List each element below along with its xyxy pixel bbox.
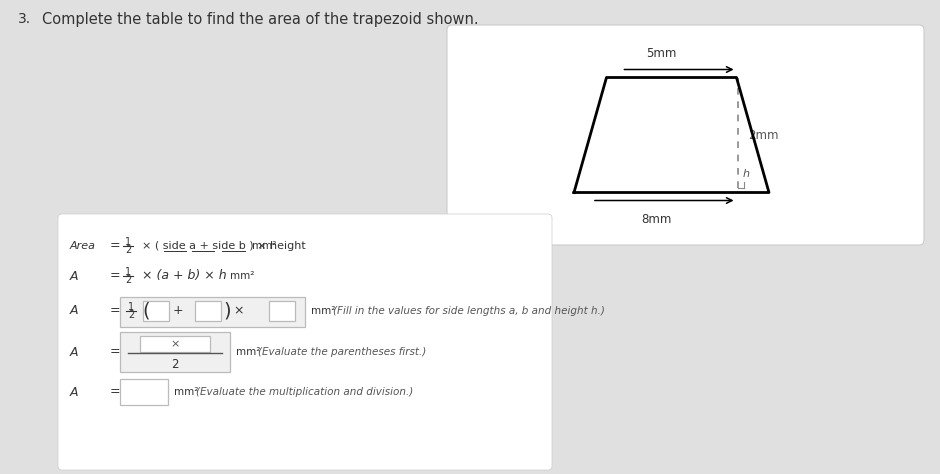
Text: × (a + b) × h: × (a + b) × h — [142, 270, 227, 283]
Text: 1: 1 — [125, 237, 131, 247]
Text: h: h — [743, 168, 749, 179]
FancyBboxPatch shape — [143, 301, 169, 321]
Text: 2: 2 — [125, 275, 131, 285]
Text: ×: × — [233, 304, 243, 318]
Text: Complete the table to find the area of the trapezoid shown.: Complete the table to find the area of t… — [42, 12, 478, 27]
Text: 2: 2 — [128, 310, 134, 320]
Text: (: ( — [142, 301, 149, 320]
Text: =: = — [110, 239, 120, 253]
Text: Area: Area — [70, 241, 96, 251]
Text: +: + — [173, 304, 183, 318]
Text: A: A — [70, 385, 79, 399]
Text: A: A — [70, 346, 79, 358]
Text: ×: × — [170, 339, 180, 349]
Text: 2mm: 2mm — [748, 128, 779, 142]
Text: mm²: mm² — [311, 306, 336, 316]
Text: ): ) — [223, 301, 230, 320]
Text: 2: 2 — [125, 245, 131, 255]
FancyBboxPatch shape — [120, 297, 305, 327]
FancyBboxPatch shape — [269, 301, 295, 321]
Text: 5mm: 5mm — [647, 46, 677, 60]
Text: mm²: mm² — [236, 347, 260, 357]
Text: 1: 1 — [128, 302, 134, 312]
Text: 8mm: 8mm — [641, 212, 671, 226]
Text: =: = — [110, 385, 120, 399]
Text: (Fill in the values for side lengths a, b and height h.): (Fill in the values for side lengths a, … — [333, 306, 604, 316]
Text: A: A — [70, 270, 79, 283]
Text: (Evaluate the parentheses first.): (Evaluate the parentheses first.) — [258, 347, 426, 357]
Text: mm²: mm² — [252, 241, 276, 251]
Text: =: = — [110, 304, 120, 318]
Text: mm²: mm² — [174, 387, 198, 397]
Text: mm²: mm² — [230, 271, 255, 281]
Text: 3.: 3. — [18, 12, 31, 26]
Text: =: = — [110, 270, 120, 283]
Text: × ( side a + side b ) × height: × ( side a + side b ) × height — [142, 241, 306, 251]
FancyBboxPatch shape — [140, 336, 210, 352]
Text: 2: 2 — [171, 357, 179, 371]
Text: (Evaluate the multiplication and division.): (Evaluate the multiplication and divisio… — [196, 387, 414, 397]
FancyBboxPatch shape — [58, 214, 552, 470]
Text: A: A — [70, 304, 79, 318]
FancyBboxPatch shape — [120, 332, 230, 372]
Text: 1: 1 — [125, 267, 131, 277]
FancyBboxPatch shape — [447, 25, 924, 245]
FancyBboxPatch shape — [120, 379, 168, 405]
FancyBboxPatch shape — [195, 301, 221, 321]
Text: =: = — [110, 346, 120, 358]
